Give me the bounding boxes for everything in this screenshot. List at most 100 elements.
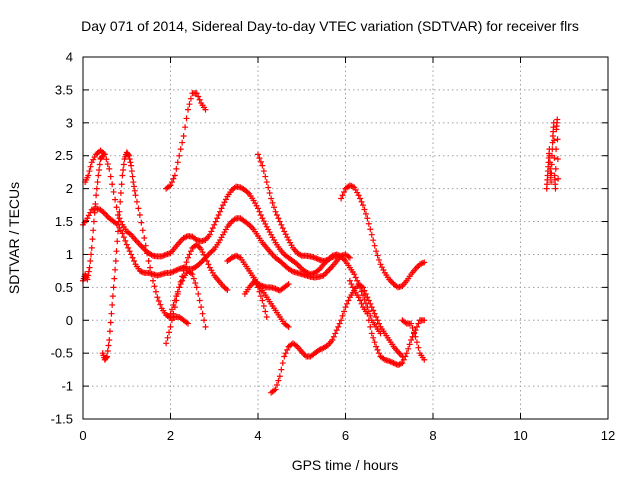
data-point [217,208,224,215]
data-point [183,115,190,122]
data-point [552,185,559,192]
data-point [358,288,365,295]
data-point [554,116,561,123]
data-point [112,266,119,273]
data-point [259,215,266,222]
data-point [357,297,364,304]
data-point [89,236,96,243]
data-point [170,301,177,308]
data-point [412,333,419,340]
series-s10 [241,279,292,297]
data-point [174,288,181,295]
data-point [176,152,183,159]
data-point [362,290,369,297]
data-point [168,306,175,313]
data-point [406,341,413,348]
data-point [116,208,123,215]
data-point [103,156,110,163]
x-tick-label: 4 [254,428,261,443]
data-point [164,334,171,341]
data-point [255,205,261,212]
data-point [400,356,407,363]
series-s15 [399,317,428,363]
y-tick-label: 3.5 [55,82,73,97]
series-s16 [543,116,562,192]
data-point [125,244,132,251]
data-point [192,279,199,286]
data-point [548,179,555,186]
data-point [272,208,279,215]
data-point [106,328,113,335]
data-point [193,284,200,291]
data-point [201,251,208,258]
series-s7 [167,267,209,330]
data-point [403,350,410,357]
data-point [85,272,92,279]
data-point [333,252,340,259]
data-point [408,320,415,327]
data-point [373,248,380,255]
data-point [354,277,361,284]
data-point [421,356,428,363]
data-point [177,281,184,288]
data-point [263,313,270,320]
data-point [365,220,372,227]
data-point [180,132,187,139]
data-point [179,277,186,284]
data-point [371,242,378,249]
data-point [167,323,174,330]
data-point [212,218,219,225]
data-point [273,381,280,388]
data-point [362,300,369,307]
data-point [362,210,369,217]
data-point [167,182,174,189]
data-point [116,215,123,222]
data-point [373,343,380,350]
y-tick-label: 4 [66,50,73,65]
data-point [399,360,406,367]
data-point [357,195,364,202]
y-tick-label: -1.5 [51,412,73,427]
data-point [113,204,120,211]
data-point [113,248,120,255]
data-point [419,260,426,267]
data-point [259,297,266,304]
data-point [185,106,191,113]
data-point [186,101,193,108]
data-point [111,275,118,282]
data-point [195,93,202,100]
data-point [120,166,127,173]
data-point [548,170,555,177]
data-point [185,254,191,261]
data-point [259,162,266,169]
data-point [278,221,285,228]
data-point [256,208,263,215]
data-point [338,195,345,202]
data-point [411,329,418,336]
data-point [166,329,173,336]
data-point [120,161,127,168]
data-point [333,327,340,334]
data-point [109,293,116,300]
data-point [147,264,154,271]
data-point [380,267,387,274]
data-point [361,206,368,213]
data-point [182,263,189,270]
data-point [125,151,132,158]
series-s13 [338,182,428,291]
data-point [377,261,384,268]
data-point [171,172,178,179]
data-point [346,254,353,261]
series-s1 [82,147,384,337]
data-point [118,181,125,188]
data-point [141,235,148,241]
series-s9 [224,252,292,330]
data-point [96,166,103,173]
data-point [409,324,416,331]
data-point [275,215,282,222]
data-point [360,292,366,299]
data-point [336,320,343,327]
data-point [117,190,124,197]
x-tick-label: 6 [342,428,349,443]
data-point [125,152,132,159]
